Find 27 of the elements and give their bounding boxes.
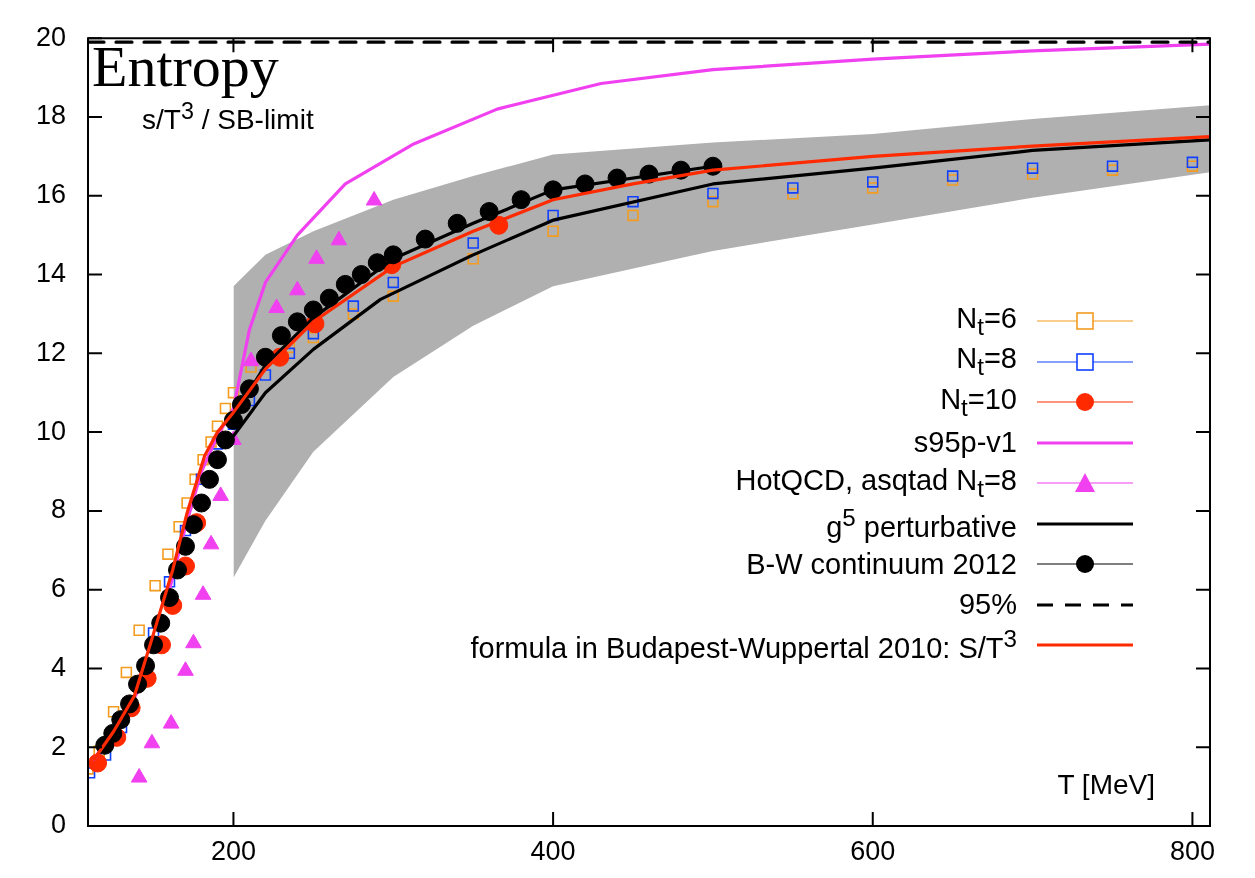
y-tick-label: 8 xyxy=(50,494,66,525)
legend-label: B-W continuum 2012 xyxy=(746,547,1017,581)
y-tick-label: 2 xyxy=(50,730,66,761)
x-axis-title: T [MeV] xyxy=(1057,768,1155,802)
legend-label: 95% xyxy=(958,588,1017,622)
x-tick-label: 400 xyxy=(530,835,576,866)
legend-label: HotQCD, asqtad N$_{t}$=8 xyxy=(735,463,1017,503)
legend-label: g$^{5}$ perturbative xyxy=(826,503,1017,544)
x-tick-label: 600 xyxy=(850,835,896,866)
y-tick-label: 18 xyxy=(35,100,66,131)
y-tick-label: 14 xyxy=(35,257,66,288)
y-tick-label: 20 xyxy=(35,21,66,52)
y-tick-label: 4 xyxy=(50,651,66,682)
chart-title: Entropy xyxy=(92,34,279,99)
y-tick-label: 16 xyxy=(35,179,66,210)
y-tick-label: 0 xyxy=(50,809,66,840)
legend-label: N$_{t}$=6 xyxy=(956,301,1017,341)
y-tick-label: 6 xyxy=(50,573,66,604)
y-tick-label: 12 xyxy=(35,336,66,367)
x-tick-label: 800 xyxy=(1169,835,1215,866)
x-tick-label: 200 xyxy=(210,835,256,866)
text: s/T$^{3}$ / SB-limit xyxy=(142,98,314,136)
y-tick-label: 10 xyxy=(35,415,66,446)
legend-label: N$_{t}$=10 xyxy=(940,382,1017,422)
legend-label: N$_{t}$=8 xyxy=(956,342,1017,382)
legend-label: formula in Budapest-Wuppertal 2010: S/T$^{3}$ xyxy=(470,625,1017,666)
legend-label: s95p-v1 xyxy=(913,426,1017,460)
